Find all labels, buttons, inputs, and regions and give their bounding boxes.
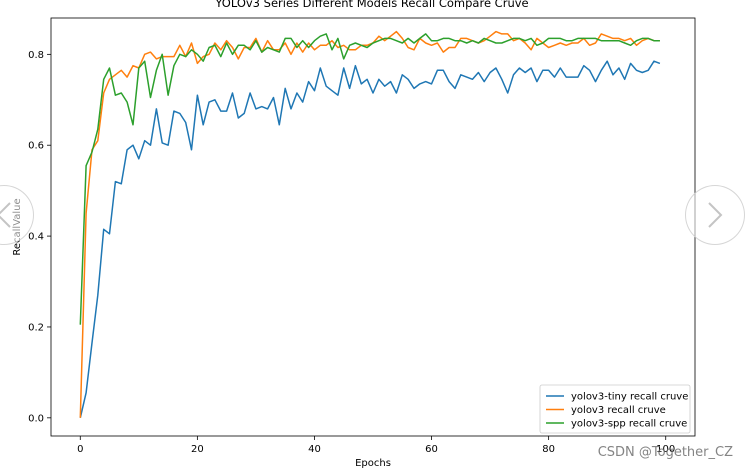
plot-lines [79, 30, 661, 418]
y-tick-label: 0.4 [28, 232, 44, 243]
series-line-3 [79, 33, 660, 325]
legend-box [539, 384, 691, 434]
x-tick-label: 60 [425, 444, 438, 455]
y-tick-label: 0.6 [28, 141, 44, 152]
legend-entry: yolov3-spp recall cruve [571, 419, 687, 430]
y-tick-label: 0.0 [28, 413, 44, 424]
chart-title: YOLOv3 Series Different Models Recall Co… [214, 0, 528, 10]
x-tick-label: 100 [656, 444, 675, 455]
prev-image-button[interactable] [0, 185, 34, 245]
next-image-button[interactable] [685, 185, 745, 245]
x-axis: 0 20 40 60 80 100 [77, 436, 675, 455]
chevron-left-icon [0, 202, 11, 228]
y-tick-label: 0.2 [28, 322, 44, 333]
x-tick-label: 0 [77, 444, 83, 455]
x-tick-label: 40 [308, 444, 321, 455]
y-tick-label: 0.8 [28, 50, 44, 61]
watermark: CSDN @Together_CZ [597, 445, 733, 460]
series-line-2 [79, 30, 660, 418]
x-tick-label: 20 [191, 444, 204, 455]
x-axis-label: Epochs [355, 458, 391, 468]
series-line-1 [79, 60, 661, 418]
chevron-right-icon [708, 202, 723, 228]
legend-entry: yolov3 recall cruve [571, 405, 666, 416]
legend-entry: yolov3-tiny recall cruve [571, 392, 688, 403]
legend: yolov3-tiny recall cruve yolov3 recall cr… [539, 384, 691, 434]
y-axis: 0.0 0.2 0.4 0.6 0.8 [28, 50, 51, 424]
x-tick-label: 80 [542, 444, 555, 455]
